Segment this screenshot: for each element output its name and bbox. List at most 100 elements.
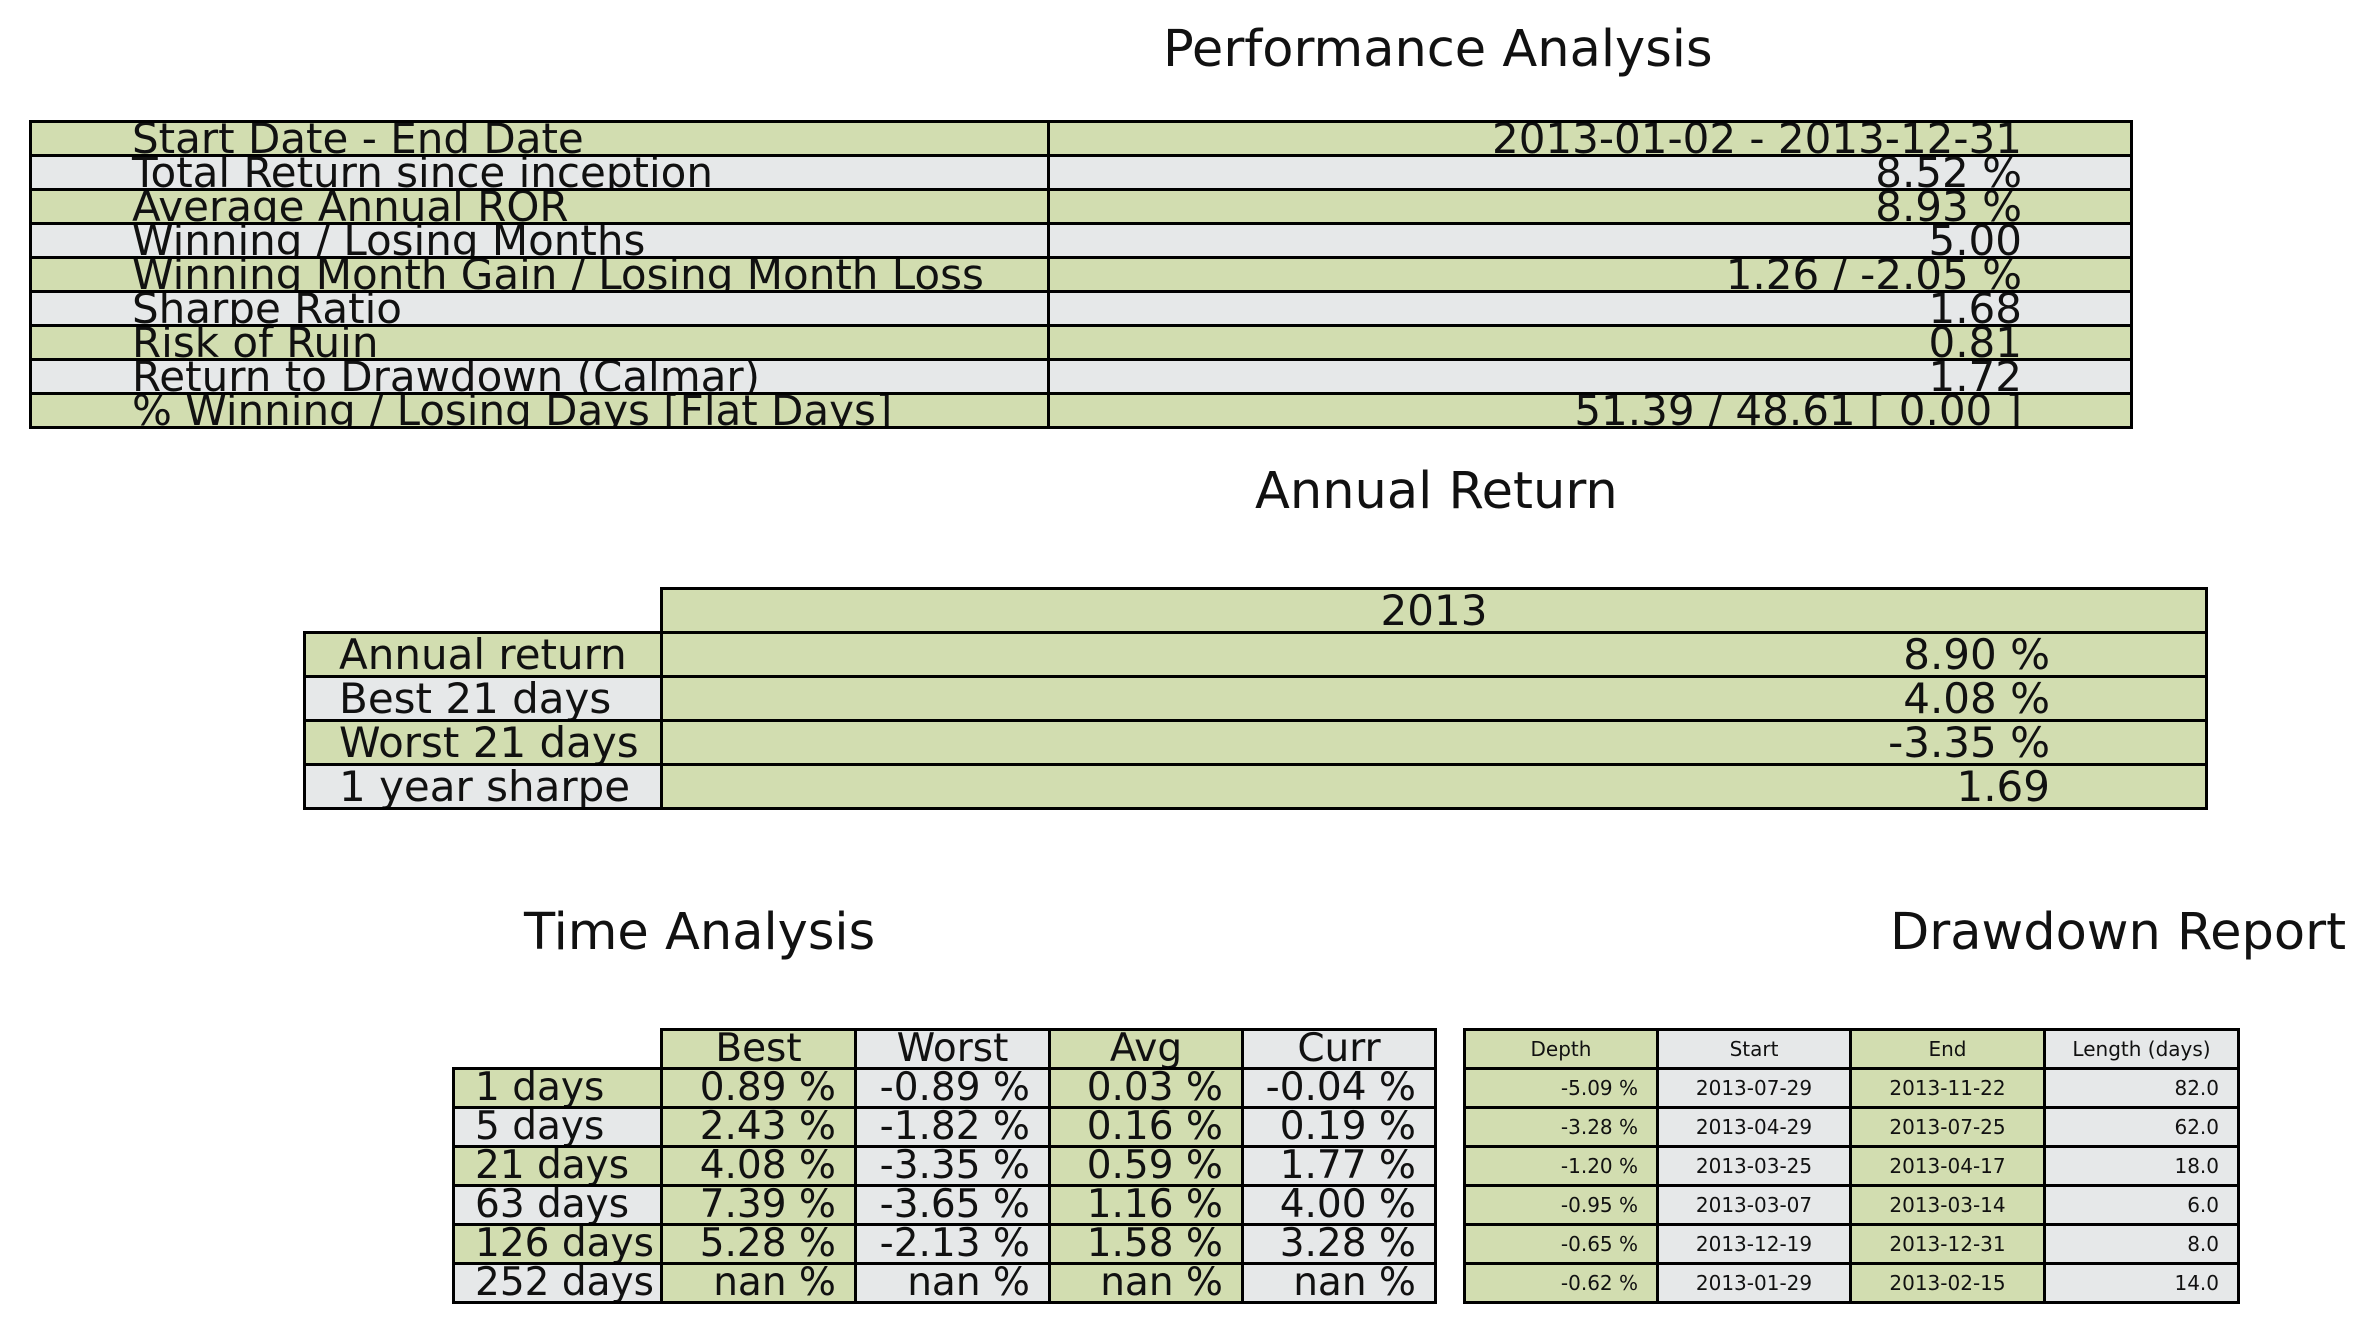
table-row: Annual return 8.90 % [303, 631, 2208, 678]
metric-value: 8.93 % [1047, 188, 2133, 225]
table-cell: nan % [854, 1262, 1051, 1304]
row-value: -3.35 % [660, 719, 2208, 766]
table-cell: nan % [1241, 1262, 1437, 1304]
start-cell: 2013-07-29 [1656, 1067, 1852, 1109]
start-cell: 2013-04-29 [1656, 1106, 1852, 1148]
metric-label: Risk of Ruin [29, 324, 1050, 361]
metric-value: 1.26 / -2.05 % [1047, 256, 2133, 293]
depth-cell: -3.28 % [1463, 1106, 1659, 1148]
table-cell: 3.28 % [1241, 1223, 1437, 1265]
column-header: Best [660, 1028, 857, 1070]
row-value: 8.90 % [660, 631, 2208, 678]
table-cell: 1.77 % [1241, 1145, 1437, 1187]
table-row: Average Annual ROR 8.93 % [29, 188, 2133, 225]
table-cell: 4.00 % [1241, 1184, 1437, 1226]
time-title: Time Analysis [524, 903, 876, 962]
column-header: End [1849, 1028, 2046, 1070]
performance-title: Performance Analysis [1163, 20, 1713, 79]
table-row: 5 days 2.43 % -1.82 % 0.16 % 0.19 % [452, 1106, 1437, 1148]
length-cell: 14.0 [2043, 1262, 2240, 1304]
metric-value: 8.52 % [1047, 154, 2133, 191]
row-value: 4.08 % [660, 675, 2208, 722]
row-label: Worst 21 days [303, 719, 663, 766]
table-cell: 0.16 % [1048, 1106, 1244, 1148]
table-cell: nan % [660, 1262, 857, 1304]
end-cell: 2013-04-17 [1849, 1145, 2046, 1187]
table-cell: 1.58 % [1048, 1223, 1244, 1265]
column-header: Depth [1463, 1028, 1659, 1070]
row-label: 21 days [452, 1145, 663, 1187]
length-cell: 6.0 [2043, 1184, 2240, 1226]
length-cell: 82.0 [2043, 1067, 2240, 1109]
metric-label: Winning Month Gain / Losing Month Loss [29, 256, 1050, 293]
table-row: -1.20 % 2013-03-25 2013-04-17 18.0 [1463, 1145, 2240, 1187]
table-cell: 0.89 % [660, 1067, 857, 1109]
table-cell: -3.65 % [854, 1184, 1051, 1226]
metric-label: Start Date - End Date [29, 120, 1050, 157]
table-row: -0.62 % 2013-01-29 2013-02-15 14.0 [1463, 1262, 2240, 1304]
depth-cell: -0.95 % [1463, 1184, 1659, 1226]
metric-value: 2013-01-02 - 2013-12-31 [1047, 120, 2133, 157]
table-row: -3.28 % 2013-04-29 2013-07-25 62.0 [1463, 1106, 2240, 1148]
table-row: Winning / Losing Months 5.00 [29, 222, 2133, 259]
table-row: 252 days nan % nan % nan % nan % [452, 1262, 1437, 1304]
end-cell: 2013-03-14 [1849, 1184, 2046, 1226]
table-cell: -0.89 % [854, 1067, 1051, 1109]
metric-label: % Winning / Losing Days [Flat Days] [29, 392, 1050, 429]
metric-value: 1.72 [1047, 358, 2133, 395]
metric-label: Total Return since inception [29, 154, 1050, 191]
row-label: 252 days [452, 1262, 663, 1304]
column-header: Avg [1048, 1028, 1244, 1070]
table-cell: 0.59 % [1048, 1145, 1244, 1187]
table-row: 21 days 4.08 % -3.35 % 0.59 % 1.77 % [452, 1145, 1437, 1187]
depth-cell: -0.62 % [1463, 1262, 1659, 1304]
length-cell: 8.0 [2043, 1223, 2240, 1265]
length-cell: 18.0 [2043, 1145, 2240, 1187]
end-cell: 2013-07-25 [1849, 1106, 2046, 1148]
end-cell: 2013-02-15 [1849, 1262, 2046, 1304]
table-row: Worst 21 days -3.35 % [303, 719, 2208, 766]
time-analysis-table: Best Worst Avg Curr 1 days 0.89 % -0.89 … [452, 1028, 1437, 1304]
start-cell: 2013-01-29 [1656, 1262, 1852, 1304]
metric-value: 5.00 [1047, 222, 2133, 259]
table-row: 126 days 5.28 % -2.13 % 1.58 % 3.28 % [452, 1223, 1437, 1265]
table-cell: 5.28 % [660, 1223, 857, 1265]
start-cell: 2013-03-25 [1656, 1145, 1852, 1187]
table-row: -0.65 % 2013-12-19 2013-12-31 8.0 [1463, 1223, 2240, 1265]
table-cell: -2.13 % [854, 1223, 1051, 1265]
row-value: 1.69 [660, 763, 2208, 810]
annual-title: Annual Return [1255, 462, 1618, 521]
year-header: 2013 [660, 587, 2208, 634]
depth-cell: -1.20 % [1463, 1145, 1659, 1187]
table-header-row: Depth Start End Length (days) [1463, 1028, 2240, 1070]
performance-table: Start Date - End Date 2013-01-02 - 2013-1… [29, 120, 2133, 429]
table-row: -0.95 % 2013-03-07 2013-03-14 6.0 [1463, 1184, 2240, 1226]
length-cell: 62.0 [2043, 1106, 2240, 1148]
start-cell: 2013-03-07 [1656, 1184, 1852, 1226]
metric-value: 0.81 [1047, 324, 2133, 361]
table-cell: 0.03 % [1048, 1067, 1244, 1109]
column-header: Start [1656, 1028, 1852, 1070]
column-header: Length (days) [2043, 1028, 2240, 1070]
table-row: 1 year sharpe 1.69 [303, 763, 2208, 810]
row-label: 126 days [452, 1223, 663, 1265]
drawdown-title: Drawdown Report [1890, 903, 2347, 962]
table-row: Sharpe Ratio 1.68 [29, 290, 2133, 327]
table-row: Total Return since inception 8.52 % [29, 154, 2133, 191]
table-row: Winning Month Gain / Losing Month Loss 1.… [29, 256, 2133, 293]
table-cell: 0.19 % [1241, 1106, 1437, 1148]
table-cell: 1.16 % [1048, 1184, 1244, 1226]
table-row: -5.09 % 2013-07-29 2013-11-22 82.0 [1463, 1067, 2240, 1109]
table-cell: 4.08 % [660, 1145, 857, 1187]
metric-label: Sharpe Ratio [29, 290, 1050, 327]
table-cell: -3.35 % [854, 1145, 1051, 1187]
table-row: % Winning / Losing Days [Flat Days] 51.39… [29, 392, 2133, 429]
row-label: 5 days [452, 1106, 663, 1148]
metric-label: Return to Drawdown (Calmar) [29, 358, 1050, 395]
depth-cell: -5.09 % [1463, 1067, 1659, 1109]
table-cell: -1.82 % [854, 1106, 1051, 1148]
end-cell: 2013-11-22 [1849, 1067, 2046, 1109]
table-cell: -0.04 % [1241, 1067, 1437, 1109]
metric-label: Winning / Losing Months [29, 222, 1050, 259]
column-header: Curr [1241, 1028, 1437, 1070]
